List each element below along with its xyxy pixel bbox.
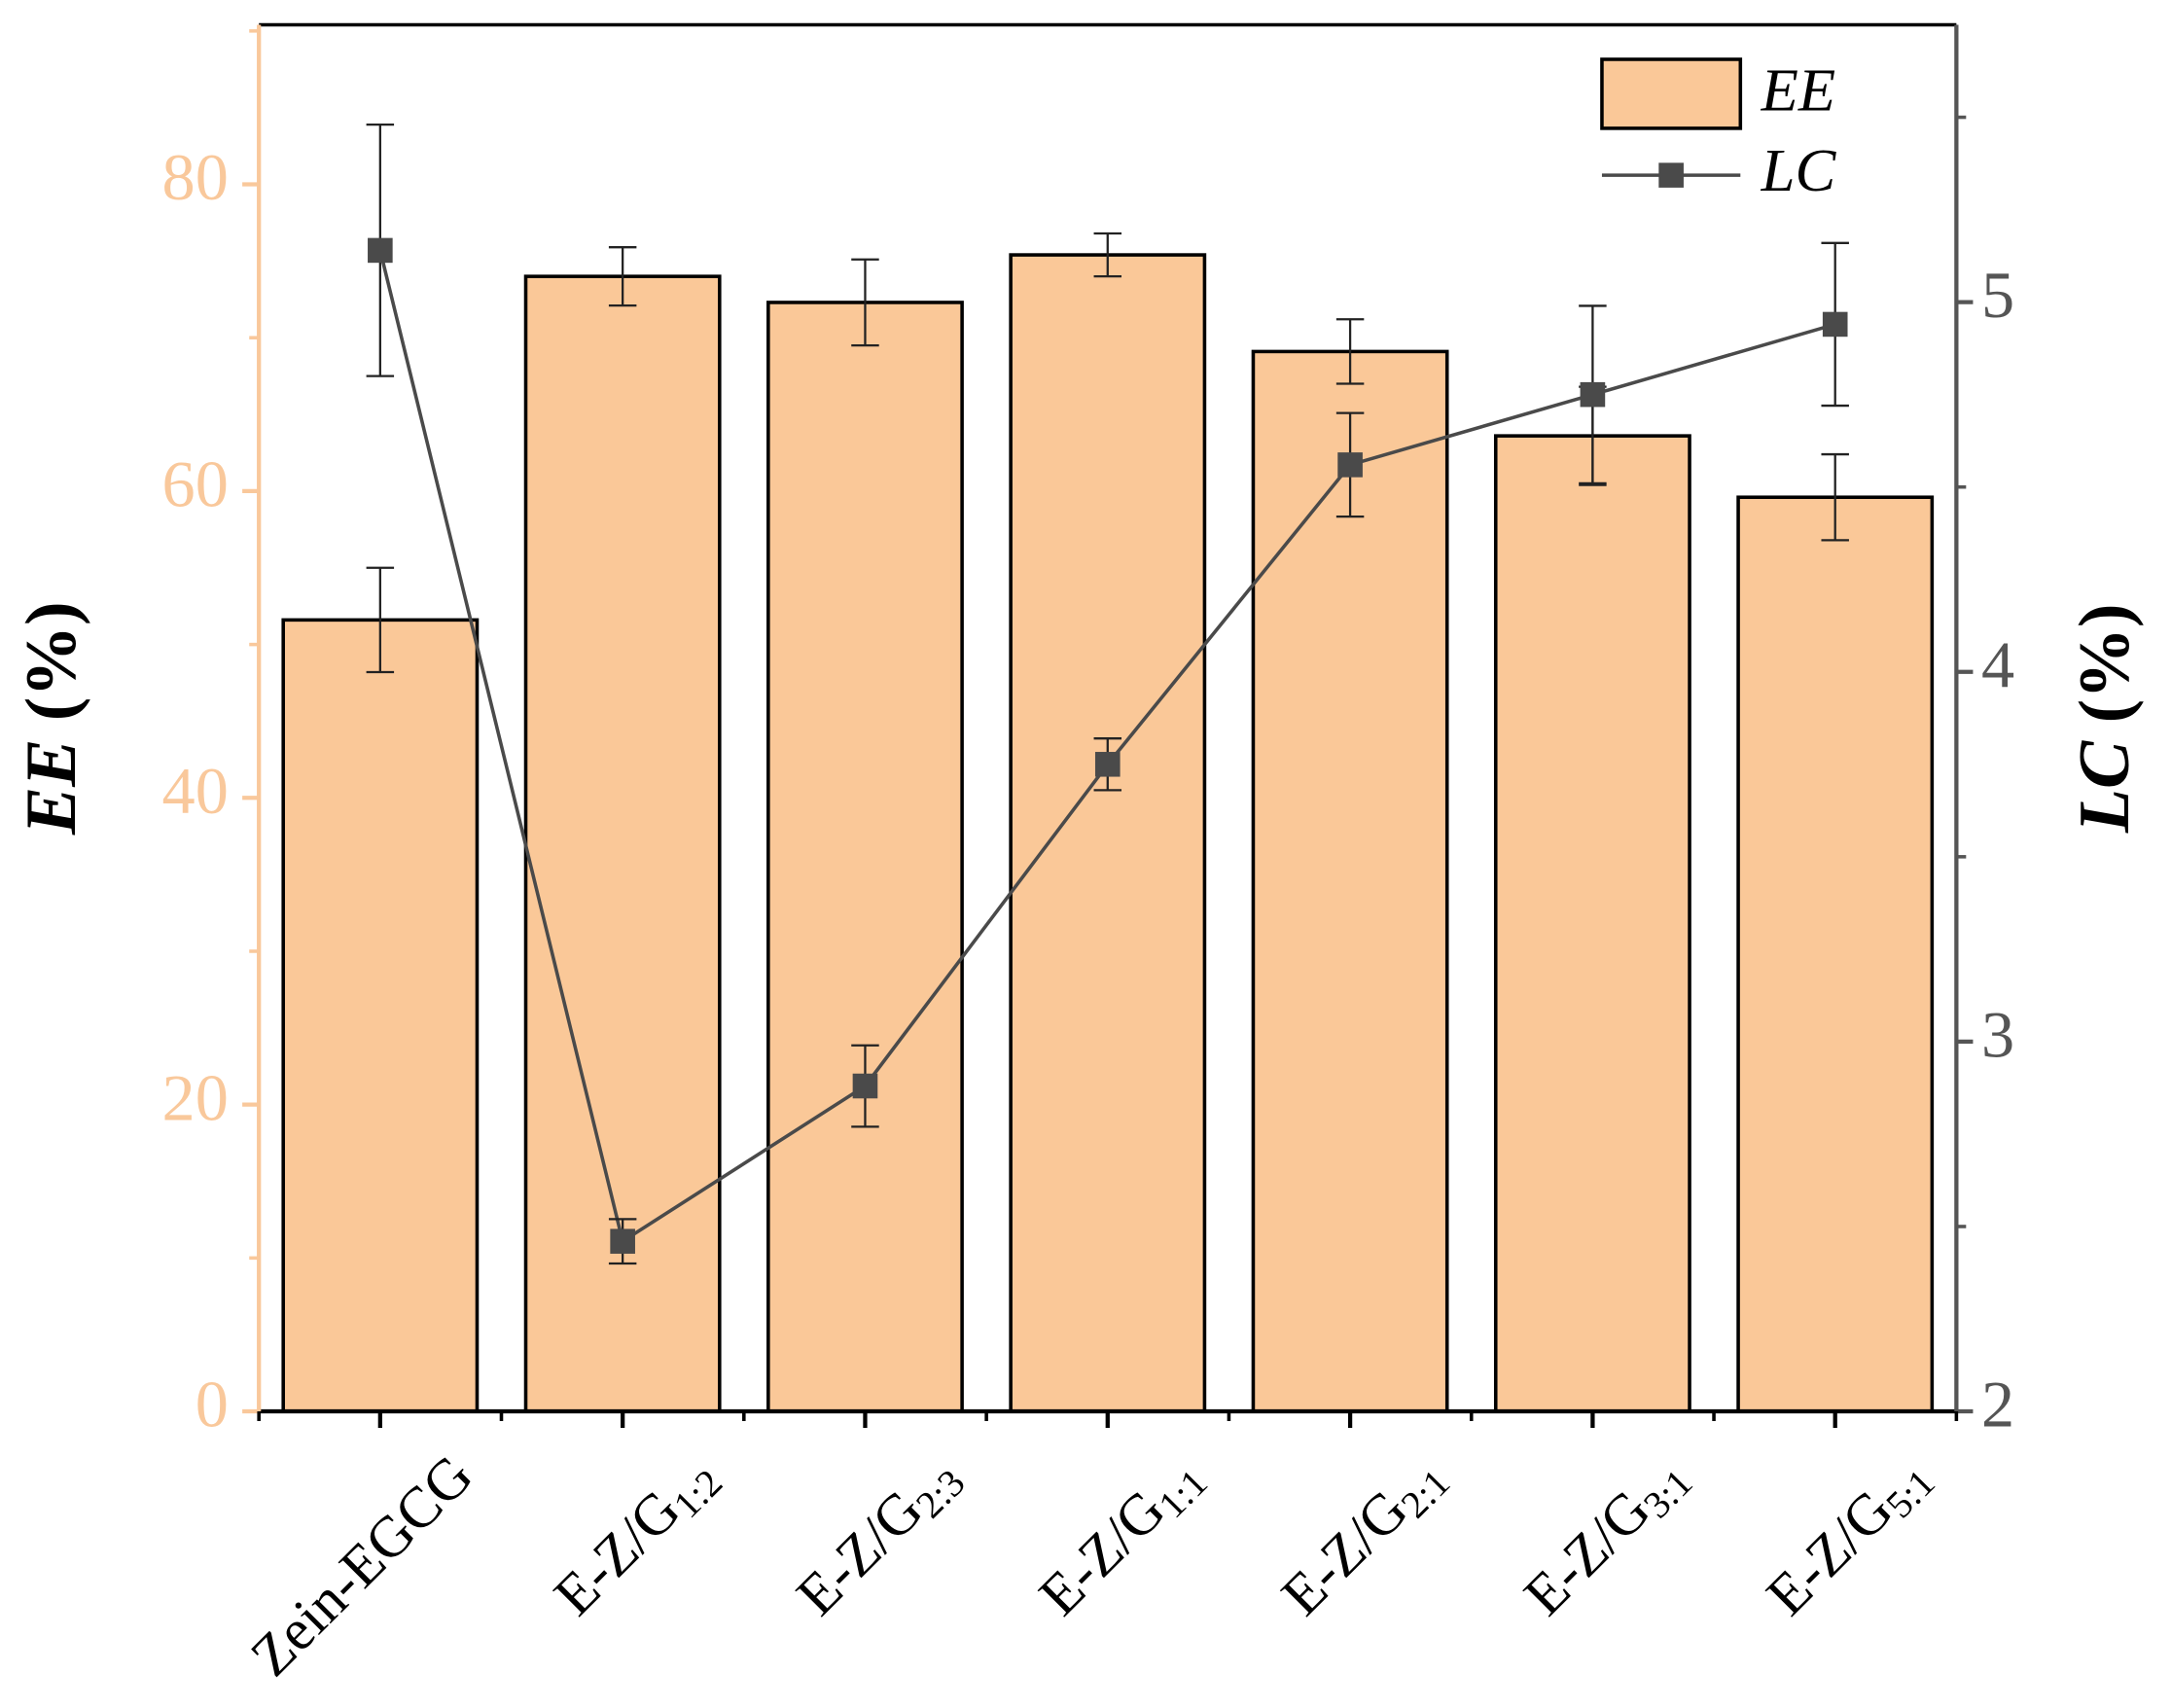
- bar: [281, 618, 480, 1413]
- y-axis-title: EE (%): [11, 601, 90, 836]
- x-tick-label: E-Z/G1:1: [1026, 1442, 1216, 1631]
- legend-label: LC: [1761, 136, 1837, 204]
- lc-marker: [1094, 752, 1121, 777]
- y-tick-label: 60: [162, 447, 229, 521]
- category-text: Zein-EGCG: [238, 1442, 484, 1688]
- bar-error: [1335, 318, 1365, 385]
- y-axis-title-unit: (%): [11, 601, 90, 738]
- y2-axis-title-italic: LC: [2064, 740, 2144, 834]
- x-tick-label: Zein-EGCG: [238, 1442, 484, 1688]
- x-tick-label: E-Z/G2:1: [1269, 1442, 1459, 1631]
- bar-error: [851, 258, 879, 347]
- legend-marker: [1658, 162, 1684, 188]
- y2-tick-label: 3: [1981, 998, 2014, 1072]
- y-tick-label: 0: [196, 1368, 229, 1441]
- bar: [1736, 495, 1935, 1413]
- lc-marker: [1580, 381, 1606, 408]
- legend-label: EE: [1761, 56, 1836, 125]
- y2-axis-title-unit: (%): [2064, 604, 2144, 741]
- y2-tick-label: 4: [1981, 628, 2014, 702]
- y-axis-title-italic: EE: [11, 739, 90, 836]
- legend-swatch: [1600, 57, 1743, 130]
- bar: [1493, 434, 1691, 1413]
- bar-error: [1821, 452, 1849, 542]
- y-tick-label: 20: [162, 1060, 229, 1134]
- y-tick-label: 80: [162, 140, 229, 214]
- lc-marker: [368, 237, 393, 264]
- bar-error: [608, 246, 637, 307]
- lc-marker: [610, 1228, 635, 1254]
- x-tick-label: E-Z/G1:2: [542, 1442, 731, 1631]
- x-tick-label: E-Z/G3:1: [1512, 1442, 1701, 1631]
- x-tick-label: E-Z/G2:3: [784, 1442, 974, 1631]
- lc-marker: [1337, 452, 1363, 478]
- bar-error: [366, 566, 395, 674]
- y2-tick-label: 5: [1981, 258, 2014, 332]
- bar-error: [1093, 231, 1122, 278]
- bar: [1251, 349, 1449, 1413]
- lc-marker: [1822, 311, 1848, 338]
- bar: [1009, 253, 1207, 1413]
- x-tick-label: E-Z/G5:1: [1754, 1442, 1943, 1631]
- lc-marker: [852, 1073, 878, 1099]
- y2-axis-title: LC (%): [2064, 604, 2144, 835]
- y-tick-label: 40: [162, 754, 229, 828]
- bar: [766, 301, 964, 1413]
- y2-tick-label: 2: [1981, 1368, 2014, 1441]
